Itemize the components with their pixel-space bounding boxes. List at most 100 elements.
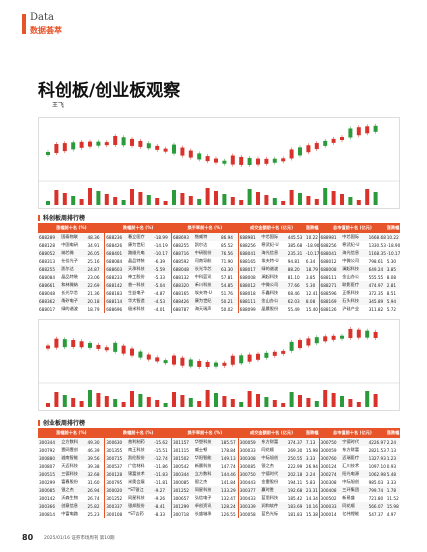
volume bbox=[62, 193, 67, 205]
volume bbox=[214, 393, 218, 407]
group-header: 跌幅前十名 (%) bbox=[104, 428, 172, 438]
volume bbox=[79, 199, 84, 205]
cell: 15.98 bbox=[305, 447, 318, 453]
cell: 300308 bbox=[318, 478, 342, 486]
volume bbox=[281, 201, 286, 205]
row: 688313 仕佳光子 25.16 688084 晶品特装 -6.39 688592 司南导航… bbox=[38, 257, 400, 265]
cell: 中芯国际 bbox=[341, 233, 368, 241]
cell: 688255 bbox=[170, 241, 194, 249]
title: 科创板/创业板观察 bbox=[38, 81, 181, 101]
cell: 凯尔达 bbox=[194, 242, 208, 247]
candle bbox=[46, 345, 50, 349]
volume bbox=[104, 396, 109, 407]
cell: 乐鑫科技 bbox=[261, 290, 279, 295]
cell: 688008 bbox=[318, 265, 342, 273]
candle bbox=[247, 354, 252, 362]
footer-info: 2025/01/16 证券市场周刊 第10期 bbox=[44, 536, 115, 541]
cell: 63.30 bbox=[219, 265, 239, 273]
cell: -8.41 bbox=[153, 502, 172, 510]
cell: 3.33 bbox=[386, 479, 397, 485]
cell: 纳芯微 bbox=[60, 249, 87, 257]
candle bbox=[348, 328, 353, 338]
cell: 54.85 bbox=[219, 281, 239, 289]
volume bbox=[247, 391, 252, 407]
cell: 141.84 bbox=[220, 479, 236, 485]
cell: 688012 bbox=[318, 257, 342, 265]
cell: 85.52 bbox=[220, 242, 233, 248]
cell: 凯伦股份 bbox=[126, 454, 154, 462]
cell: 海光信息 bbox=[260, 249, 287, 257]
cell: -9.26 bbox=[154, 495, 166, 501]
cell: 寒武纪-U bbox=[261, 242, 279, 247]
candle bbox=[88, 342, 92, 348]
cell: 474.97 bbox=[367, 281, 386, 289]
volume bbox=[172, 392, 176, 407]
candle bbox=[79, 341, 84, 348]
cell: 润和软件 bbox=[260, 502, 287, 510]
cell: 688008 bbox=[237, 273, 261, 281]
cell: 25.16 bbox=[87, 258, 100, 264]
cell: 301355 bbox=[104, 446, 127, 454]
cell: 300059 bbox=[237, 438, 261, 446]
volume bbox=[281, 403, 286, 407]
cell: 0.93 bbox=[386, 463, 397, 469]
volume bbox=[197, 199, 202, 205]
cell: 11.52 bbox=[386, 495, 399, 501]
cell: 985.03 bbox=[368, 479, 384, 485]
volume bbox=[180, 193, 185, 205]
cell: 神工股份 bbox=[127, 274, 145, 279]
candle bbox=[373, 125, 378, 132]
candle bbox=[104, 347, 109, 351]
cell: 5.94 bbox=[385, 297, 400, 305]
row: 300792 壹网壹创 46.39 301355 南王科技 -15.51 301115 威士顿… bbox=[38, 446, 400, 454]
volume bbox=[314, 401, 319, 407]
candle bbox=[71, 142, 76, 150]
cell: 1062.98 bbox=[367, 470, 386, 478]
cell: -5.59 bbox=[153, 265, 172, 273]
cell: 银邦股份 bbox=[126, 502, 154, 510]
cell: 华塑科技 bbox=[193, 438, 220, 446]
cell: 300014 bbox=[318, 510, 342, 518]
candle bbox=[256, 158, 260, 165]
cell: -5.33 bbox=[154, 274, 166, 280]
chart-frame bbox=[38, 117, 400, 209]
candle bbox=[188, 359, 193, 367]
cell: -10.17 bbox=[304, 249, 320, 257]
cell: 和林微纳 bbox=[60, 281, 87, 289]
row: 688048 长光华芯 21.36 688183 生益电子 -4.87 688165 埃夫特-… bbox=[38, 289, 400, 297]
cell: 赢时胜 bbox=[260, 486, 287, 494]
cell: 68.46 bbox=[287, 290, 300, 296]
cell: 同星科技 bbox=[193, 486, 220, 494]
volume bbox=[340, 194, 344, 205]
cell: 路维光电 bbox=[126, 249, 154, 257]
cell: 688114 bbox=[104, 297, 127, 305]
volume bbox=[289, 392, 294, 407]
cell: 天迈科技 bbox=[61, 463, 78, 468]
candle bbox=[365, 330, 370, 338]
cell: 绿的谐波 bbox=[61, 306, 78, 311]
cell: 445.53 bbox=[286, 233, 305, 241]
cell: 15.38 bbox=[305, 511, 318, 517]
cell: 澜起科技 bbox=[261, 274, 279, 279]
cell: 4.97 bbox=[386, 511, 397, 517]
volume bbox=[272, 198, 277, 205]
cell: 5.48 bbox=[385, 470, 400, 478]
cell: 688271 bbox=[318, 281, 342, 289]
cell: 688142 bbox=[104, 281, 127, 289]
group-header: 成交金额前十名 (亿元) bbox=[238, 223, 305, 233]
row: 300344 立方数科 49.30 300630 普利制药 -15.62 301157 华塑科… bbox=[38, 438, 400, 446]
cell: 寒武纪-U bbox=[342, 242, 360, 247]
cell: 3.85 bbox=[385, 265, 400, 273]
cell: 688048 bbox=[39, 290, 55, 296]
row: 300299 富春股份 31.60 300795 米奥会展 -11.81 300085 银之杰… bbox=[38, 478, 400, 486]
candle bbox=[306, 145, 311, 153]
cell: 米奥会展 bbox=[127, 479, 145, 484]
volume bbox=[46, 403, 50, 407]
cell: 688126 bbox=[318, 305, 342, 313]
cell: 海天瑞声 bbox=[194, 306, 212, 311]
cell: 同花顺 bbox=[341, 502, 368, 510]
row: 300366 创意信息 25.82 300337 银邦股份 -8.41 301299 卓创资讯… bbox=[38, 502, 400, 510]
candle bbox=[163, 148, 168, 152]
cell: 石头科技 bbox=[341, 297, 368, 305]
